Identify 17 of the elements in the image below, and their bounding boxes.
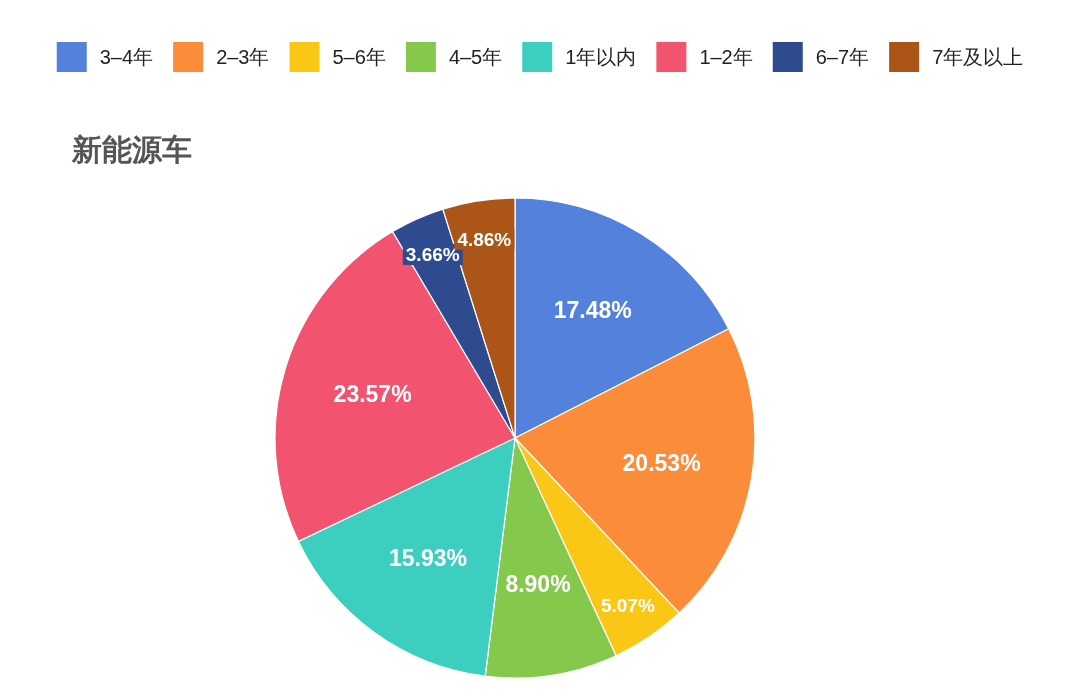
data-label: 20.53% (622, 449, 701, 476)
data-label: 23.57% (333, 380, 412, 407)
data-label: 15.93% (388, 544, 467, 571)
legend-label: 1–2年 (699, 46, 753, 68)
legend-label: 3–4年 (99, 46, 154, 68)
legend-label: 2–3年 (216, 46, 270, 68)
legend-label: 5–6年 (332, 46, 386, 68)
legend-label: 6–7年 (815, 46, 870, 68)
data-label: 4.86% (457, 228, 512, 250)
legend-label: 1年以内 (565, 46, 637, 68)
legend-label: 7年及以上 (932, 46, 1024, 68)
data-label: 3.66% (405, 243, 460, 265)
data-label: 5.07% (600, 595, 655, 617)
data-label: 17.48% (553, 297, 632, 324)
legend-label: 4–5年 (448, 46, 503, 68)
data-label: 8.90% (505, 571, 571, 597)
title: 新能源车 (72, 133, 192, 166)
